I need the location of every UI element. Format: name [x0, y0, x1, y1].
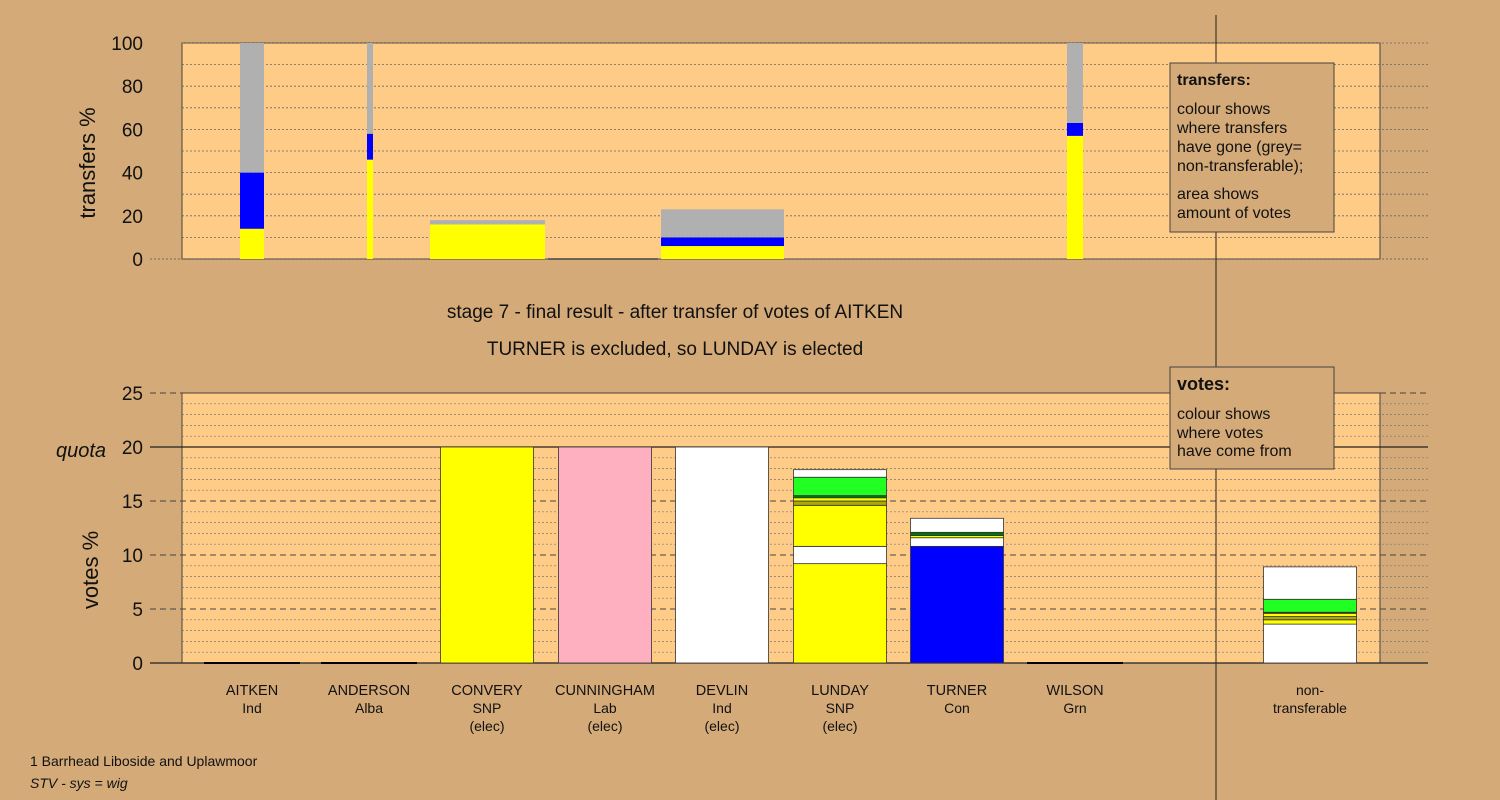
- transfers-legend-line: where transfers: [1176, 120, 1287, 137]
- candidate-info: transferable: [1273, 700, 1347, 716]
- candidate-info: (elec): [469, 718, 504, 734]
- transfers-legend-line: area shows: [1177, 186, 1259, 203]
- candidate-name: TURNER: [927, 683, 987, 699]
- candidate-info: SNP: [826, 700, 855, 716]
- votes-legend-line: have come from: [1177, 443, 1292, 460]
- candidate-name: CUNNINGHAM: [555, 683, 655, 699]
- votes-legend-title: votes:: [1177, 374, 1230, 394]
- vote-segment-lunday-olive: [793, 500, 887, 506]
- transfers-legend-line: have gone (grey=: [1177, 139, 1302, 156]
- transfers-bars: [240, 43, 1083, 260]
- vote-segment-devlin-white: [675, 446, 769, 664]
- ward-name: 1 Barrhead Liboside and Uplawmoor: [30, 753, 258, 769]
- vote-segment-turner-darkgreen: [910, 531, 1004, 536]
- vote-segment-turner-white: [910, 517, 1004, 533]
- candidate-info: (elec): [704, 718, 739, 734]
- candidate-info: Ind: [242, 700, 261, 716]
- y-tick-label: 80: [122, 77, 143, 98]
- vote-segment-lunday-green: [793, 476, 887, 496]
- candidate-info: Grn: [1063, 700, 1086, 716]
- transfer-segment-wilson-blue: [1067, 122, 1083, 136]
- vote-segment-turner-white: [910, 537, 1004, 547]
- vote-segment-cunningham-pink: [558, 446, 652, 664]
- transfer-segment-wilson-yellow: [1067, 135, 1083, 259]
- vote-segment-lunday-white: [793, 469, 887, 478]
- vote-segment-lunday-yellow: [793, 504, 887, 547]
- transfers-y-ticks: 0 20 40 60 80 100: [111, 34, 143, 271]
- y-tick-label: 10: [122, 546, 143, 567]
- vote-segment-non-transferable-green: [1263, 598, 1357, 613]
- candidate-info: Ind: [712, 700, 731, 716]
- votes-legend-line: where votes: [1176, 425, 1263, 442]
- candidate-name: DEVLIN: [696, 683, 748, 699]
- vote-segment-lunday-yellow: [793, 497, 887, 502]
- candidate-info: Lab: [593, 700, 617, 716]
- y-tick-label: 15: [122, 492, 143, 513]
- transfers-legend-line: non-transferable);: [1177, 158, 1303, 175]
- candidate-name: AITKEN: [226, 683, 278, 699]
- transfer-segment-anderson-blue: [367, 133, 373, 160]
- vote-segment-non-transferable-white: [1263, 623, 1357, 664]
- transfer-segment-aitken-blue: [240, 172, 264, 229]
- transfer-segment-convery-grey: [430, 220, 545, 225]
- vote-segment-non-transferable-olive: [1263, 616, 1357, 621]
- y-tick-label: 25: [122, 384, 143, 405]
- transfer-segment-aitken-grey: [240, 43, 264, 173]
- transfer-segment-anderson-grey: [367, 43, 373, 134]
- transfers-legend-line: colour shows: [1177, 101, 1270, 118]
- transfers-legend-title: transfers:: [1177, 72, 1251, 89]
- transfer-segment-aitken-yellow: [240, 228, 264, 259]
- transfers-legend: transfers: colour shows where transfers …: [1169, 62, 1335, 233]
- y-tick-label: 0: [132, 654, 143, 675]
- candidate-info: Alba: [355, 700, 383, 716]
- votes-y-ticks: 0 5 10 15 20 25: [122, 384, 143, 675]
- y-tick-label: 0: [132, 250, 143, 271]
- vote-segment-non-transferable-yellow: [1263, 612, 1357, 617]
- candidate-name: WILSON: [1046, 683, 1103, 699]
- y-tick-label: 5: [132, 600, 143, 621]
- transfer-segment-devlin-yellow: [661, 246, 784, 259]
- votes-bars: [204, 446, 1357, 664]
- candidate-name: LUNDAY: [811, 683, 869, 699]
- transfer-segment-convery-yellow: [430, 224, 545, 259]
- y-tick-label: 100: [111, 34, 143, 55]
- transfer-segment-anderson-yellow: [367, 159, 373, 259]
- result-caption: TURNER is excluded, so LUNDAY is elected: [487, 339, 863, 360]
- y-tick-label: 20: [122, 207, 143, 228]
- vote-segment-non-transferable-yellow: [1263, 619, 1357, 625]
- stage-caption: stage 7 - final result - after transfer …: [447, 302, 903, 323]
- transfers-y-axis-label: transfers %: [75, 107, 100, 218]
- vote-segment-turner-blue: [910, 545, 1004, 664]
- candidate-labels: AITKENIndANDERSONAlbaCONVERYSNP(elec)CUN…: [226, 682, 1347, 734]
- y-tick-label: 60: [122, 120, 143, 141]
- transfers-gridlines: [150, 42, 1428, 260]
- candidate-info: (elec): [587, 718, 622, 734]
- votes-legend: votes: colour shows where votes have com…: [1169, 366, 1335, 470]
- transfer-segment-wilson-grey: [1067, 43, 1083, 123]
- candidate-name: ANDERSON: [328, 683, 410, 699]
- candidate-info: (elec): [822, 718, 857, 734]
- candidate-info: Con: [944, 700, 970, 716]
- votes-y-axis-label: votes %: [78, 531, 103, 609]
- candidate-name: non-: [1296, 682, 1324, 698]
- y-tick-label: 40: [122, 164, 143, 185]
- transfer-segment-devlin-grey: [661, 209, 784, 238]
- voting-system: STV - sys = wig: [30, 775, 128, 791]
- candidate-info: SNP: [473, 700, 502, 716]
- vote-segment-lunday-yellow: [793, 563, 887, 664]
- votes-legend-box: [1169, 366, 1335, 470]
- vote-segment-convery-yellow: [440, 446, 534, 664]
- transfer-segment-devlin-blue: [661, 237, 784, 247]
- transfers-legend-line: amount of votes: [1177, 205, 1291, 222]
- votes-legend-line: colour shows: [1177, 406, 1270, 423]
- candidate-name: CONVERY: [451, 683, 523, 699]
- vote-segment-lunday-white: [793, 545, 887, 565]
- quota-label: quota: [56, 440, 106, 462]
- vote-segment-non-transferable-white: [1263, 566, 1357, 600]
- y-tick-label: 20: [122, 438, 143, 459]
- transfers-legend-box: [1169, 62, 1335, 233]
